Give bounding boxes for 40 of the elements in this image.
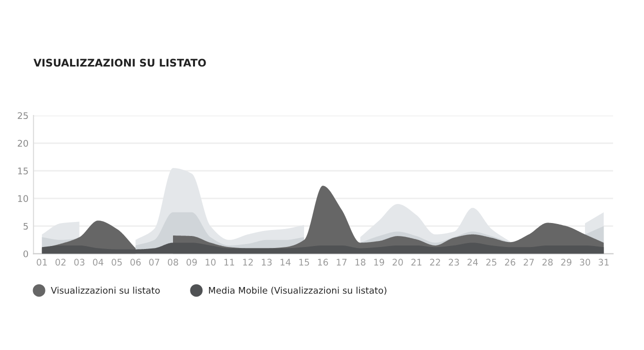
y-tick-label: 5 [24, 222, 28, 230]
x-tick-label: 28 [542, 258, 553, 266]
legend-label: Visualizzazioni su listato [50, 286, 160, 294]
x-tick-label: 03 [74, 258, 84, 266]
chart-title: VISUALIZZAZIONI SU LISTATO [34, 58, 206, 67]
x-tick-label: 02 [55, 258, 66, 266]
y-tick-label: 25 [18, 112, 28, 120]
y-tick-label: 0 [23, 250, 28, 258]
y-tick-label: 20 [18, 140, 28, 147]
x-tick-label: 10 [206, 258, 216, 266]
x-tick-label: 18 [356, 258, 366, 266]
x-tick-label: 05 [112, 258, 122, 266]
x-tick-label: 01 [36, 258, 47, 266]
x-tick-label: 04 [92, 258, 104, 266]
x-tick-label: 12 [243, 258, 253, 266]
x-tick-label: 30 [580, 258, 590, 266]
x-tick-label: 27 [524, 258, 534, 266]
x-tick-label: 25 [486, 258, 496, 266]
x-tick-label: 22 [430, 258, 440, 266]
legend-label: Media Mobile (Visualizzazioni su listato) [208, 286, 386, 295]
x-tick-label: 07 [149, 258, 160, 266]
x-tick-label: 23 [448, 258, 459, 266]
x-tick-label: 29 [561, 258, 572, 266]
y-tick-label: 10 [18, 195, 28, 202]
x-tick-label: 24 [468, 258, 478, 266]
x-tick-label: 14 [280, 258, 291, 266]
x-tick-label: 31 [598, 258, 609, 266]
x-tick-label: 21 [411, 258, 422, 266]
x-tick-label: 06 [130, 258, 141, 266]
x-tick-label: 16 [318, 258, 328, 266]
x-tick-label: 13 [262, 258, 272, 266]
x-tick-label: 08 [168, 258, 178, 266]
x-tick-label: 20 [392, 258, 403, 266]
y-tick-label: 15 [18, 168, 28, 174]
x-tick-label: 26 [505, 258, 516, 266]
x-tick-label: 15 [299, 258, 310, 266]
x-tick-label: 17 [336, 258, 347, 266]
x-tick-label: 09 [186, 258, 197, 266]
x-tick-label: 19 [374, 258, 384, 266]
x-tick-label: 11 [224, 258, 234, 266]
